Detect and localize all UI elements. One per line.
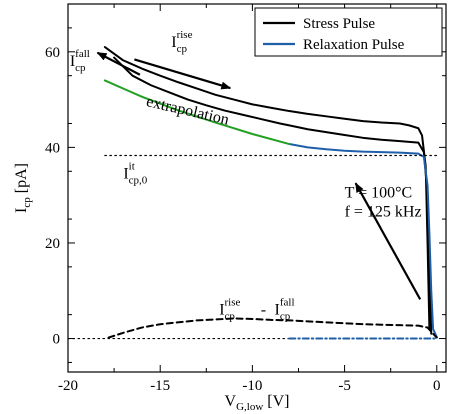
x-tick-label: -15 (150, 378, 170, 394)
series-i-cp-rise-i-cp-fall (107, 317, 438, 339)
annotation-icp_fall: Icpfall (70, 48, 90, 74)
legend: Stress Pulse Relaxation Pulse (254, 7, 443, 57)
legend-label: Relaxation Pulse (303, 37, 405, 53)
x-axis-title: VG,low [V] (225, 393, 290, 413)
y-tick-label: 40 (45, 140, 60, 156)
y-axis-title: Icp [pA] (13, 163, 33, 213)
axis-titles: VG,low [V] Icp [pA] (13, 163, 289, 413)
annotation-diff_rise: Icprise (219, 297, 240, 323)
legend-box (254, 7, 443, 57)
y-tick-label: 60 (45, 45, 60, 61)
plot-frame (67, 3, 447, 373)
annotation-temperature: T = 100°C (345, 185, 413, 202)
x-tick-label: 0 (433, 378, 441, 394)
annotation-icp_rise: Icprise (171, 29, 192, 55)
annotation-frequency: f = 125 kHz (345, 204, 422, 221)
annotation-diff_sep: - (261, 302, 266, 319)
series-stress-pulse-i-cp-fall (113, 56, 433, 335)
plot-series (67, 46, 438, 340)
arrow-icp-fall-icon (96, 51, 141, 76)
annotation-icp0_it: Icp,0it (123, 160, 147, 186)
x-tick-label: -5 (338, 378, 351, 394)
legend-label: Stress Pulse (303, 16, 375, 32)
annotation-diff_fall: Icpfall (275, 297, 295, 323)
series-extrapolation (103, 79, 291, 146)
series-stress-pulse-i-cp-rise (103, 46, 431, 330)
x-tick-label: -20 (58, 378, 78, 394)
y-tick-label: 20 (45, 236, 60, 252)
axis-ticks: -20 -15 -10 -5 0 0 20 40 60 (45, 4, 446, 394)
x-tick-label: -10 (242, 378, 262, 394)
series-relaxation-pulse-i-cp (288, 143, 438, 339)
plot-arrows (96, 51, 422, 300)
y-tick-label: 0 (53, 332, 61, 348)
arrow-relaxation-icon (354, 182, 422, 300)
arrow-icp-rise-icon (134, 58, 232, 90)
